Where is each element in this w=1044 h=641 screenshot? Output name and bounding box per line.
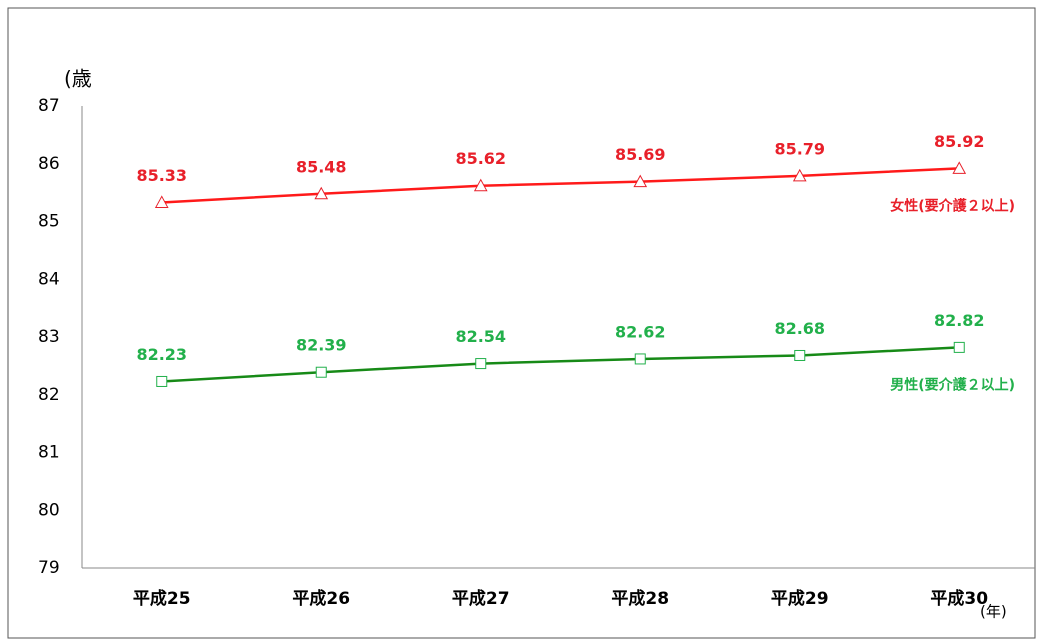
series-line: [161, 346, 960, 383]
data-label: 85.62: [455, 149, 506, 168]
x-tick-label: 平成28: [611, 588, 669, 609]
series-label: 男性(要介護２以上): [890, 376, 1015, 393]
data-label: 82.68: [774, 319, 825, 338]
y-tick-label: 85: [38, 212, 60, 232]
data-label: 82.62: [615, 322, 666, 341]
data-label: 85.79: [774, 139, 825, 158]
marker: [473, 178, 488, 192]
x-tick-label: 平成26: [292, 588, 350, 609]
y-tick-label: 81: [38, 443, 60, 463]
chart-frame: [7, 7, 1036, 639]
marker: [794, 349, 806, 361]
data-label: 85.69: [615, 145, 666, 164]
data-label: 82.54: [455, 327, 506, 346]
y-tick-label: 83: [38, 327, 60, 347]
y-tick-label: 82: [38, 385, 60, 405]
marker: [156, 375, 168, 387]
series-line: [161, 167, 960, 204]
series-label: 女性(要介護２以上): [890, 197, 1015, 214]
data-label: 85.92: [934, 132, 985, 151]
marker: [952, 161, 967, 174]
marker: [953, 341, 965, 353]
x-tick-label: 平成30: [930, 588, 988, 609]
data-label: 82.39: [296, 336, 347, 355]
marker: [634, 353, 646, 365]
marker: [475, 358, 487, 370]
data-label: 85.48: [296, 157, 347, 176]
marker: [633, 174, 648, 188]
marker: [314, 186, 329, 200]
data-label: 82.82: [934, 311, 985, 330]
marker: [792, 168, 807, 182]
x-tick-label: 平成27: [452, 588, 510, 609]
data-label: 85.33: [136, 166, 187, 185]
y-tick-label: 87: [38, 96, 60, 116]
y-tick-label: 79: [38, 558, 60, 578]
x-axis-title: (年): [980, 603, 1007, 621]
marker: [315, 366, 327, 378]
y-tick-label: 84: [38, 269, 60, 289]
data-label: 82.23: [136, 345, 187, 364]
y-axis-title: (歳: [64, 67, 92, 91]
x-tick-label: 平成25: [133, 588, 191, 609]
x-tick-label: 平成29: [771, 588, 829, 609]
marker: [154, 195, 169, 208]
y-tick-label: 80: [38, 500, 60, 520]
y-tick-label: 86: [38, 154, 60, 174]
